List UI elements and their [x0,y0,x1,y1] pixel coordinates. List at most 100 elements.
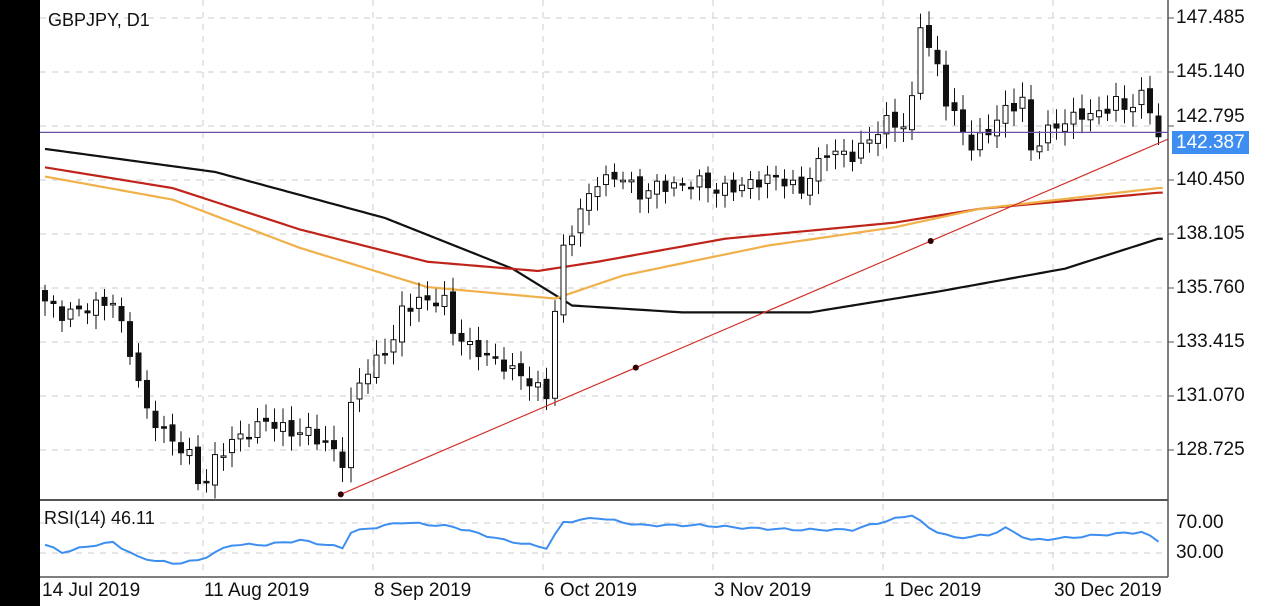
x-tick-label: 6 Oct 2019 [544,580,637,601]
bearish-candle [382,353,388,356]
bearish-candle [127,321,133,357]
bullish-candle [1087,112,1094,121]
bearish-candle [518,363,524,377]
bearish-candle [611,171,618,180]
bearish-candle [195,446,201,485]
bullish-candle [577,208,584,234]
bearish-candle [934,49,941,65]
bearish-candle [322,440,329,443]
bearish-candle [543,378,550,400]
bullish-candle [654,180,660,195]
bullish-candle [1070,111,1077,125]
bearish-candle [339,451,346,468]
y-tick-label: 147.485 [1176,7,1245,28]
bullish-candle [815,158,822,182]
x-tick-label: 11 Aug 2019 [204,580,310,601]
bullish-candle [671,182,677,189]
bullish-candle [875,134,881,144]
bearish-candle [968,134,975,151]
bearish-candle [1028,99,1034,151]
trendline-anchor-point [632,364,639,371]
bullish-candle [441,294,448,308]
bearish-candle [730,179,737,193]
bullish-candle [220,455,227,458]
rsi-line [44,514,1160,565]
bearish-candle [475,339,482,358]
bearish-candle [59,306,65,321]
bullish-candle [399,305,405,343]
bullish-candle [841,150,847,155]
bearish-candle [331,440,337,450]
y-tick-label: 128.725 [1176,439,1245,460]
bearish-candle [76,305,82,310]
bullish-candle [569,235,575,246]
bearish-candle [84,310,91,314]
bullish-candle [67,308,74,320]
bullish-candle [305,426,312,436]
bearish-candle [178,442,184,454]
bullish-candle [356,382,363,400]
bullish-candle [1036,145,1043,153]
bearish-candle [458,332,465,342]
bullish-candle [977,132,983,151]
bearish-candle [951,102,958,112]
bullish-candle [739,184,745,192]
last-price-badge: 142.387 [1172,131,1249,154]
bearish-candle [101,296,108,306]
bearish-candle [263,417,269,422]
bullish-candle [365,373,371,385]
bearish-candle [288,420,295,437]
bullish-candle [645,190,652,199]
rsi-level-label: 70.00 [1176,512,1224,533]
bearish-candle [679,183,686,186]
bearish-candle [798,176,805,194]
moving-average-line [44,147,1163,314]
bearish-candle [1011,103,1017,112]
y-tick-label: 140.450 [1176,169,1245,190]
bullish-candle [535,382,541,388]
x-tick-label: 1 Dec 2019 [884,580,982,601]
bullish-candle [900,126,907,130]
bullish-candle [254,421,261,438]
bullish-candle [620,179,626,183]
bearish-candle [246,436,252,440]
y-tick-label: 135.760 [1176,277,1245,298]
bearish-candle [705,172,711,189]
bullish-candle [628,179,635,183]
chart-title: GBPJPY, D1 [48,10,150,30]
bullish-candle [297,432,303,435]
y-tick-label: 145.140 [1176,61,1245,82]
x-tick-label: 8 Sep 2019 [374,580,472,601]
bearish-candle [713,189,720,194]
bearish-candle [688,186,694,190]
bearish-candle [773,174,779,178]
bullish-candle [186,449,193,457]
bullish-candle [747,179,754,189]
bearish-candle [42,290,48,302]
bearish-candle [1155,115,1162,138]
trendline-anchor-point [927,238,934,245]
bearish-candle [144,379,150,409]
bearish-candle [169,424,176,442]
bearish-candle [135,352,142,382]
bullish-candle [832,150,839,156]
bullish-candle [348,401,354,469]
bullish-candle [858,142,864,159]
left-black-bar [0,0,40,606]
bullish-candle [586,193,592,211]
bullish-candle [237,433,244,440]
bullish-candle [1002,104,1009,124]
bullish-candle [883,115,890,135]
bearish-candle [1053,123,1060,129]
bullish-candle [866,139,873,144]
bullish-candle [603,174,609,186]
bearish-candle [118,306,125,322]
bearish-candle [1121,98,1128,110]
bearish-candle [492,356,499,359]
bullish-candle [280,422,286,432]
bearish-candle [484,352,490,356]
bearish-candle [424,295,431,301]
bullish-candle [1113,96,1119,111]
bullish-candle [722,182,728,196]
